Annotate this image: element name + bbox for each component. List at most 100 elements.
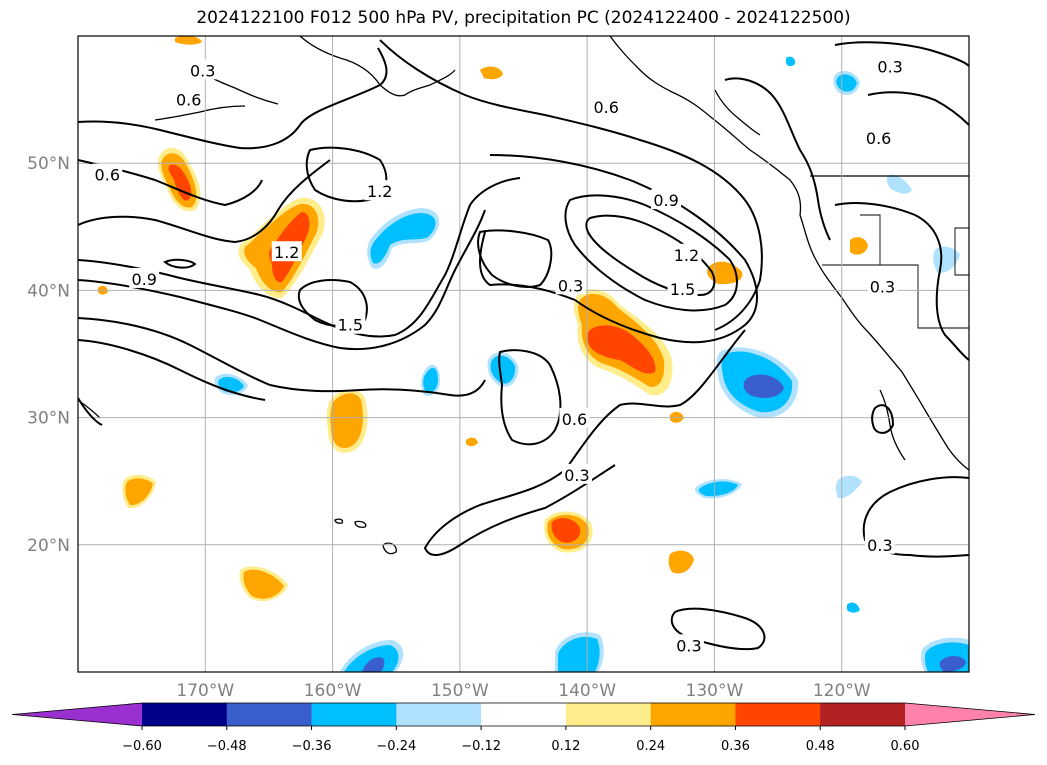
- contour-label: 1.2: [674, 246, 699, 265]
- coastline: [714, 89, 761, 136]
- coastline: [609, 35, 802, 216]
- contour-label-background: [673, 634, 704, 655]
- longitude-tick-labels: 170°W 160°W 150°W 140°W 130°W 120°W: [176, 681, 870, 701]
- contour-label-background: [173, 88, 204, 109]
- contour-label: 1.2: [367, 182, 392, 201]
- map-frame: [77, 35, 970, 673]
- precip-area: [786, 56, 796, 67]
- coastline: [799, 214, 970, 471]
- coastline: [299, 35, 456, 97]
- colorbar-tick-label: 0.36: [721, 739, 750, 754]
- colorbar-tick-label: 0.12: [551, 739, 580, 754]
- latitude-tick-label: 20°N: [27, 536, 70, 556]
- pv-contour: [77, 159, 331, 244]
- colorbar-extend-min: [12, 703, 142, 726]
- contour-label-background: [561, 463, 592, 484]
- colorbar-segment: [565, 703, 652, 726]
- pv-contour: [477, 229, 553, 288]
- precip-area: [330, 393, 363, 448]
- contour-label: 0.3: [870, 278, 895, 297]
- pv-contour: [724, 77, 831, 241]
- colorbar-tick-label: −0.12: [461, 739, 501, 754]
- precip-area: [344, 645, 399, 672]
- coastline: [860, 214, 881, 265]
- contour-label-background: [867, 275, 898, 296]
- contour-label: 0.9: [131, 270, 156, 289]
- contour-label: 0.3: [867, 536, 892, 555]
- contour-label-background: [364, 180, 395, 201]
- colorbar: −0.60 −0.48 −0.36 −0.24 −0.12 0.12 0.24 0.36 0.4…: [11, 702, 1036, 754]
- precip-area: [370, 213, 436, 264]
- contour-label-background: [129, 267, 160, 288]
- pv-contour: [423, 329, 746, 556]
- precip-area: [939, 656, 966, 672]
- precip-area: [586, 325, 656, 374]
- contour-labels: 0.3 0.6 0.6 1.2 1.2 0.9 1.5 0.6 0.9 1.2 1.5 0.3 0.6 0…: [92, 55, 906, 655]
- coastline: [382, 542, 397, 555]
- precip-area: [362, 657, 385, 672]
- latitude-tick-label: 40°N: [27, 281, 70, 301]
- contour-label: 0.3: [190, 61, 215, 80]
- contour-label-background: [187, 59, 218, 80]
- contour-label: 1.5: [338, 316, 363, 335]
- precipitation-shading: [98, 35, 969, 672]
- contour-label: 0.6: [95, 166, 120, 185]
- contour-label-background: [671, 243, 702, 264]
- precip-area: [698, 481, 738, 497]
- contour-label-background: [591, 96, 622, 117]
- colorbar-segment: [735, 703, 821, 726]
- contour-label-background: [875, 55, 906, 76]
- coastline: [879, 389, 906, 461]
- precip-area: [480, 66, 503, 80]
- chart-title: 2024122100 F012 500 hPa PV, precipitatio…: [196, 8, 851, 28]
- precip-area: [551, 518, 581, 543]
- colorbar-tick-label: −0.24: [376, 739, 416, 754]
- coastline: [154, 105, 246, 121]
- longitude-tick-label: 170°W: [176, 681, 234, 701]
- contour-label-background: [864, 533, 895, 554]
- pv-contour: [77, 339, 266, 401]
- longitude-tick-label: 150°W: [431, 681, 489, 701]
- pv-contour: [77, 317, 486, 397]
- contour-label: 0.6: [562, 410, 587, 429]
- contour-label: 0.3: [676, 636, 701, 655]
- colorbar-segment: [142, 703, 228, 726]
- pv-contour: [871, 404, 895, 434]
- precip-area: [886, 174, 912, 194]
- pv-contour: [498, 349, 562, 446]
- contour-label: 0.6: [176, 91, 201, 110]
- contour-label: 0.6: [866, 129, 891, 148]
- colorbar-tick-label: 0.48: [806, 739, 835, 754]
- pv-contour: [379, 39, 763, 331]
- colorbar-tick-label: 0.24: [636, 739, 665, 754]
- pv-contour: [77, 209, 486, 351]
- pv-contour: [585, 214, 716, 297]
- coastline: [354, 520, 367, 528]
- contour-label-background: [559, 407, 590, 428]
- precip-area: [490, 355, 516, 384]
- precip-area: [850, 237, 868, 255]
- contour-label: 1.5: [670, 280, 695, 299]
- contour-label-background: [667, 278, 698, 299]
- precip-area: [847, 602, 860, 613]
- latitude-tick-label: 30°N: [27, 409, 70, 429]
- precip-area: [423, 367, 438, 393]
- map-gridlines: [78, 36, 969, 672]
- contour-label: 0.3: [564, 466, 589, 485]
- map-background: [78, 36, 969, 672]
- precip-area: [835, 475, 862, 499]
- colorbar-segment: [650, 703, 736, 726]
- contour-label-background: [651, 189, 682, 210]
- contour-label: 0.9: [653, 191, 678, 210]
- contour-label: 0.3: [877, 58, 902, 77]
- longitude-tick-label: 130°W: [686, 681, 744, 701]
- longitude-tick-label: 120°W: [813, 681, 871, 701]
- colorbar-extend-max: [905, 703, 1035, 726]
- pv-contours: [77, 39, 970, 651]
- pv-contour: [163, 258, 197, 269]
- pv-contour: [77, 397, 103, 426]
- colorbar-tick-label: 0.60: [891, 739, 920, 754]
- longitude-tick-label: 160°W: [304, 681, 362, 701]
- pv-contour: [867, 91, 970, 126]
